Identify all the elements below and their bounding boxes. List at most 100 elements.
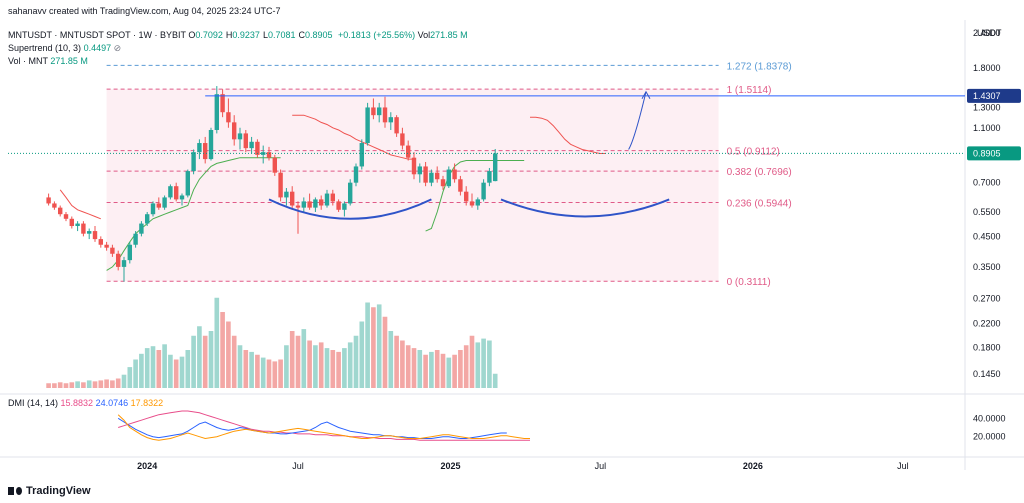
- volume-bar: [69, 382, 75, 388]
- candle-body: [63, 214, 69, 219]
- ohlc-c-value: 0.8905: [304, 30, 333, 40]
- candle-body: [57, 207, 63, 215]
- price-axis-tick: 0.1800: [973, 343, 1001, 353]
- candle-body: [353, 166, 359, 183]
- volume-bar: [394, 335, 399, 388]
- candle-body: [266, 152, 272, 158]
- volume-bar: [423, 354, 428, 388]
- fib-level-label: 0 (0.3111): [727, 277, 771, 288]
- candle-body: [220, 94, 225, 113]
- volume-bar: [452, 354, 457, 388]
- price-axis-tick: 1.1000: [973, 123, 1001, 133]
- tradingview-logo[interactable]: TradingView: [8, 485, 91, 497]
- volume-legend[interactable]: Vol · MNT 271.85 M: [8, 56, 88, 66]
- current-price-tag: [967, 146, 1021, 161]
- candle-body: [208, 129, 214, 160]
- time-axis-tick: Jul: [595, 461, 607, 471]
- volume-bar: [52, 383, 57, 388]
- candle-body: [237, 133, 243, 140]
- price-axis-tick: 2.4000: [973, 28, 1001, 38]
- eye-slash-icon[interactable]: ⊘: [113, 43, 122, 53]
- volume-bar: [429, 351, 434, 388]
- volume-bar: [191, 335, 196, 388]
- candle-body: [342, 203, 347, 210]
- candle-body: [144, 214, 150, 224]
- candle-body: [162, 197, 167, 208]
- volume-bar: [469, 335, 475, 388]
- volume-bar: [417, 350, 423, 388]
- volume-bar: [156, 350, 162, 388]
- candle-body: [214, 94, 220, 130]
- fib-level-label: 0.236 (0.5944): [727, 199, 792, 210]
- candle-body: [324, 193, 330, 206]
- volume-bar: [336, 351, 341, 388]
- volume-bar: [57, 382, 63, 388]
- candle-body: [46, 197, 51, 204]
- volume-bar: [307, 340, 312, 388]
- candle-body: [411, 157, 417, 175]
- candle-body: [330, 193, 336, 202]
- candle-body: [301, 201, 307, 208]
- volume-bar: [301, 329, 307, 388]
- adx-line: [117, 414, 530, 441]
- cup-pattern-arc: [500, 198, 670, 218]
- volume-bar: [440, 353, 446, 388]
- volume-bar: [463, 345, 469, 388]
- candle-body: [429, 172, 434, 183]
- volume-bar: [168, 354, 173, 388]
- candle-body: [173, 186, 179, 200]
- ohlc-o-label: O: [188, 30, 196, 40]
- volume-bar: [81, 382, 86, 388]
- candle-body: [405, 145, 411, 158]
- price-axis-tick: 0.2200: [973, 318, 1001, 328]
- candle-body: [249, 141, 254, 149]
- candle-body: [185, 171, 191, 196]
- candle-body: [423, 166, 428, 183]
- candle-body: [86, 231, 92, 234]
- volume-bar: [284, 345, 289, 388]
- candle-body: [481, 182, 486, 200]
- currency-label[interactable]: USDT: [977, 28, 1002, 38]
- candle-body: [255, 141, 260, 155]
- candle-body: [463, 191, 469, 202]
- candle-body: [139, 223, 144, 234]
- dmi-minus-value: 24.0746: [95, 398, 129, 408]
- price-axis-tick: 0.2700: [973, 293, 1001, 303]
- volume-bar: [46, 383, 51, 388]
- candle-body: [318, 199, 324, 206]
- price-change: +0.1813 (+25.56%): [338, 30, 416, 40]
- candle-body: [458, 179, 463, 192]
- credit-line: sahanavv created with TradingView.com, A…: [8, 6, 281, 16]
- time-axis-tick: 2025: [440, 461, 460, 471]
- candle-body: [388, 117, 394, 123]
- price-axis-tick: 0.7000: [973, 178, 1001, 188]
- ohlc-values: O0.7092 H0.9237 L0.7081 C0.8905: [188, 30, 335, 40]
- price-axis-tick: 0.1450: [973, 369, 1001, 379]
- volume-bar: [86, 380, 92, 388]
- volume-bar: [400, 340, 405, 388]
- volume-bar: [243, 350, 249, 388]
- dmi-plus-value: 15.8832: [60, 398, 94, 408]
- dmi-legend[interactable]: DMI (14, 14) 15.8832 24.0746 17.8322: [8, 398, 163, 408]
- candle-body: [313, 199, 318, 208]
- volume-bar: [446, 357, 452, 388]
- candle-body: [284, 191, 289, 198]
- volume-bar: [226, 321, 231, 388]
- time-axis-tick: Jul: [292, 461, 304, 471]
- candle-body: [75, 223, 80, 227]
- volume-bar: [382, 316, 388, 388]
- candle-body: [376, 107, 382, 116]
- volume-bar: [371, 307, 376, 388]
- supertrend-legend[interactable]: Supertrend (10, 3) 0.4497 ⊘: [8, 43, 121, 54]
- volume-bar: [458, 350, 463, 388]
- candle-body: [150, 203, 156, 215]
- candle-body: [365, 107, 370, 144]
- fib-level-label: 1 (1.5114): [727, 85, 772, 96]
- candle-body: [359, 143, 365, 167]
- fib-level-label: 0.382 (0.7696): [727, 167, 792, 178]
- volume-bar: [214, 297, 220, 388]
- volume-bar: [376, 304, 382, 388]
- time-axis-tick: 2024: [137, 461, 157, 471]
- volume-bar: [342, 348, 347, 388]
